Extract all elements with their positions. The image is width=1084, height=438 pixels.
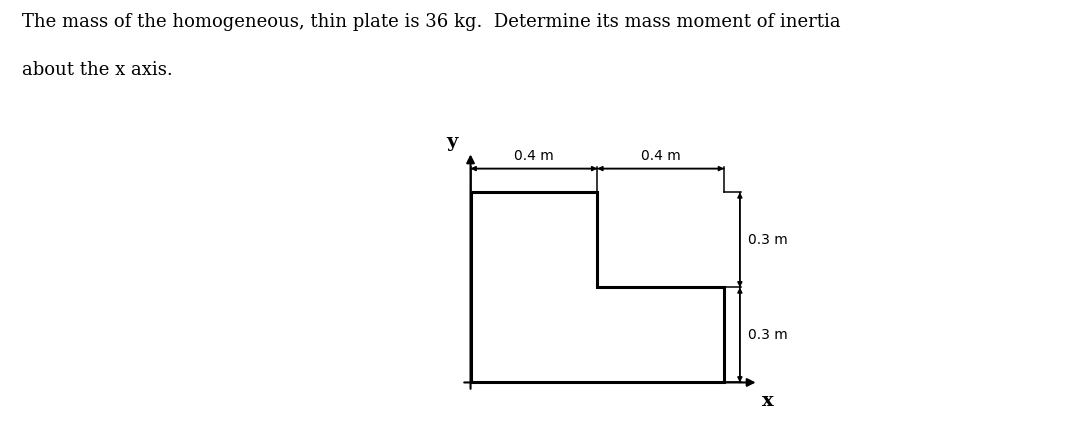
Text: The mass of the homogeneous, thin plate is 36 kg.  Determine its mass moment of : The mass of the homogeneous, thin plate … [22,13,840,31]
Text: 0.3 m: 0.3 m [748,233,788,247]
Text: 0.3 m: 0.3 m [748,328,788,342]
Text: x: x [762,392,774,410]
Text: 0.4 m: 0.4 m [641,149,681,163]
Text: about the x axis.: about the x axis. [22,61,172,79]
Text: 0.4 m: 0.4 m [514,149,554,163]
Text: y: y [446,133,457,151]
